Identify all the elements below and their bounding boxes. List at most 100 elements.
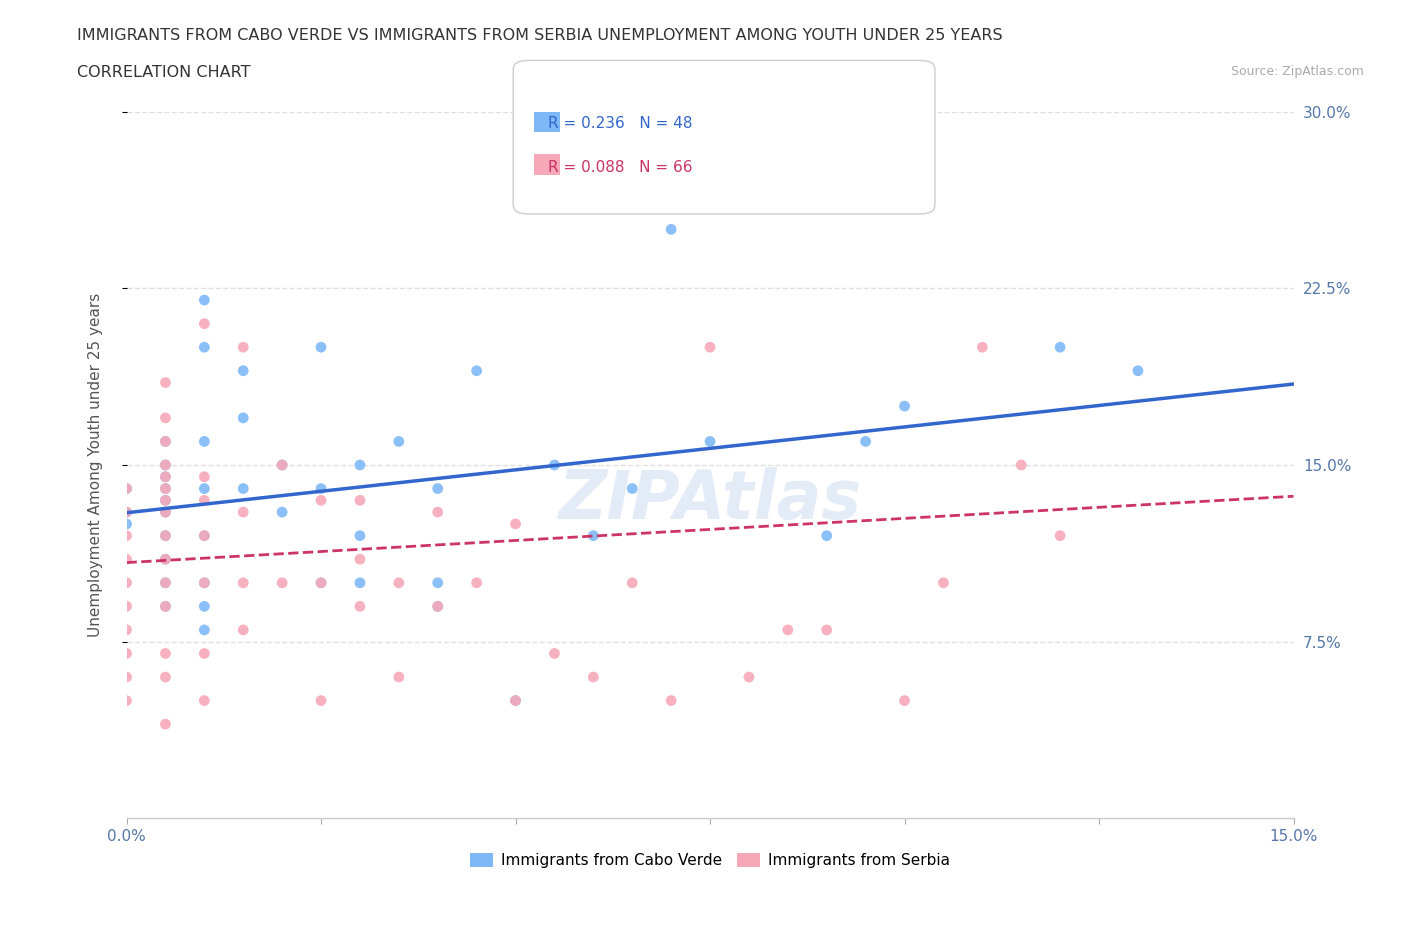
Text: ZIPAtlas: ZIPAtlas bbox=[558, 468, 862, 533]
Point bbox=[155, 458, 177, 472]
Point bbox=[155, 434, 177, 449]
Point bbox=[309, 481, 332, 496]
Point bbox=[232, 481, 254, 496]
Point bbox=[115, 505, 138, 520]
Point bbox=[193, 293, 215, 308]
Point bbox=[388, 670, 411, 684]
Point bbox=[155, 551, 177, 566]
Point bbox=[193, 316, 215, 331]
Point bbox=[193, 599, 215, 614]
Point bbox=[115, 481, 138, 496]
Point bbox=[155, 528, 177, 543]
Point bbox=[155, 481, 177, 496]
Point bbox=[621, 481, 644, 496]
Point bbox=[388, 576, 411, 591]
Point bbox=[193, 693, 215, 708]
Point bbox=[426, 599, 449, 614]
Point bbox=[232, 576, 254, 591]
Point bbox=[309, 493, 332, 508]
Point bbox=[232, 622, 254, 637]
Point bbox=[193, 493, 215, 508]
Point bbox=[349, 599, 371, 614]
Point bbox=[349, 458, 371, 472]
Point bbox=[193, 646, 215, 661]
Point bbox=[115, 670, 138, 684]
Point bbox=[815, 528, 838, 543]
Point bbox=[426, 576, 449, 591]
Point bbox=[155, 470, 177, 485]
Point bbox=[465, 576, 488, 591]
Point bbox=[115, 528, 138, 543]
Point bbox=[155, 505, 177, 520]
Point bbox=[893, 693, 915, 708]
Point bbox=[932, 576, 955, 591]
Point bbox=[155, 434, 177, 449]
Point bbox=[659, 693, 682, 708]
Point bbox=[388, 434, 411, 449]
Point bbox=[505, 516, 527, 531]
Point bbox=[193, 622, 215, 637]
Point bbox=[465, 364, 488, 379]
Point bbox=[232, 339, 254, 354]
Point bbox=[582, 528, 605, 543]
Point bbox=[815, 622, 838, 637]
Point bbox=[621, 576, 644, 591]
Point bbox=[115, 693, 138, 708]
Point bbox=[309, 576, 332, 591]
Point bbox=[155, 528, 177, 543]
Point bbox=[155, 458, 177, 472]
Point bbox=[193, 434, 215, 449]
Point bbox=[155, 481, 177, 496]
Point bbox=[193, 339, 215, 354]
Point bbox=[505, 693, 527, 708]
Point bbox=[776, 622, 799, 637]
Point bbox=[855, 434, 877, 449]
Point bbox=[193, 528, 215, 543]
Point bbox=[349, 551, 371, 566]
Point bbox=[309, 339, 332, 354]
Point bbox=[155, 493, 177, 508]
Point bbox=[1049, 339, 1071, 354]
Point bbox=[155, 470, 177, 485]
Point bbox=[505, 693, 527, 708]
Text: IMMIGRANTS FROM CABO VERDE VS IMMIGRANTS FROM SERBIA UNEMPLOYMENT AMONG YOUTH UN: IMMIGRANTS FROM CABO VERDE VS IMMIGRANTS… bbox=[77, 28, 1002, 43]
Point bbox=[426, 481, 449, 496]
Point bbox=[659, 222, 682, 237]
Point bbox=[115, 505, 138, 520]
Point bbox=[1126, 364, 1149, 379]
Point bbox=[309, 693, 332, 708]
Point bbox=[1010, 458, 1032, 472]
Point bbox=[155, 646, 177, 661]
Point bbox=[155, 551, 177, 566]
Point bbox=[155, 493, 177, 508]
Point bbox=[155, 375, 177, 390]
Point bbox=[1049, 528, 1071, 543]
Point bbox=[155, 576, 177, 591]
Point bbox=[115, 516, 138, 531]
Point bbox=[349, 528, 371, 543]
Point bbox=[155, 717, 177, 732]
Point bbox=[699, 434, 721, 449]
Y-axis label: Unemployment Among Youth under 25 years: Unemployment Among Youth under 25 years bbox=[89, 293, 103, 637]
Point bbox=[155, 599, 177, 614]
Legend: Immigrants from Cabo Verde, Immigrants from Serbia: Immigrants from Cabo Verde, Immigrants f… bbox=[464, 847, 956, 874]
Point bbox=[193, 470, 215, 485]
Point bbox=[115, 551, 138, 566]
Point bbox=[115, 622, 138, 637]
Point bbox=[699, 339, 721, 354]
Point bbox=[582, 104, 605, 119]
Point bbox=[155, 505, 177, 520]
Point bbox=[309, 576, 332, 591]
Point bbox=[543, 646, 565, 661]
Point bbox=[115, 481, 138, 496]
Point bbox=[155, 576, 177, 591]
Point bbox=[893, 399, 915, 414]
Text: R = 0.236   N = 48: R = 0.236 N = 48 bbox=[548, 116, 693, 131]
Point bbox=[232, 410, 254, 425]
Point bbox=[155, 410, 177, 425]
Point bbox=[155, 599, 177, 614]
Point bbox=[155, 670, 177, 684]
Point bbox=[193, 576, 215, 591]
Point bbox=[232, 505, 254, 520]
Point bbox=[349, 493, 371, 508]
